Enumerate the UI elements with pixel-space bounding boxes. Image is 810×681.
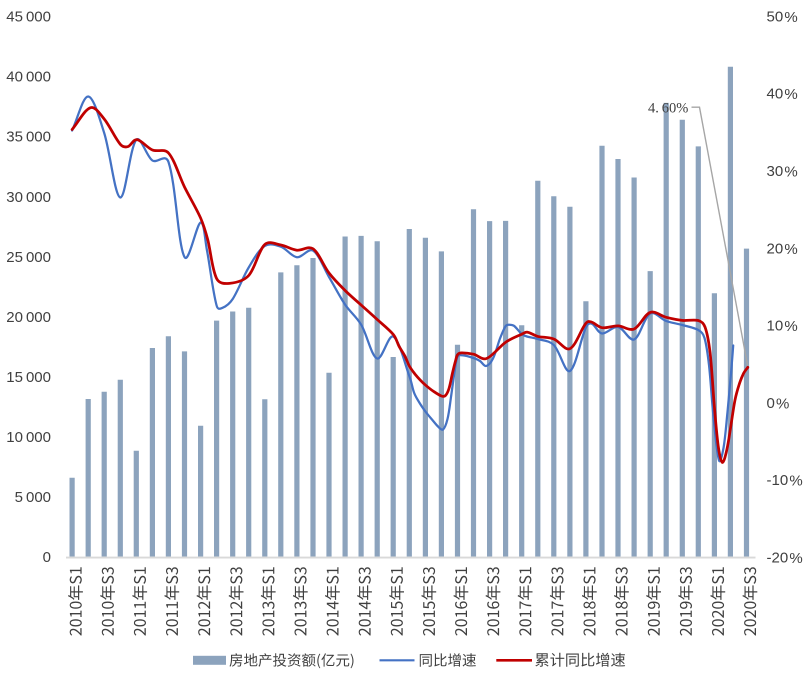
svg-text:15 000: 15 000 xyxy=(6,369,51,386)
svg-text:10%: 10% xyxy=(767,318,798,335)
svg-text:0%: 0% xyxy=(767,395,790,412)
svg-text:35 000: 35 000 xyxy=(6,129,51,146)
svg-text:30 000: 30 000 xyxy=(6,189,51,206)
svg-text:-20%: -20% xyxy=(767,549,803,566)
svg-text:30%: 30% xyxy=(767,163,798,180)
svg-text:4. 60%: 4. 60% xyxy=(648,100,688,116)
svg-text:50%: 50% xyxy=(767,8,798,25)
svg-text:40 000: 40 000 xyxy=(6,69,51,86)
svg-text:45 000: 45 000 xyxy=(6,9,51,26)
svg-text:40%: 40% xyxy=(767,86,798,103)
svg-text:10 000: 10 000 xyxy=(6,429,51,446)
svg-text:25 000: 25 000 xyxy=(6,249,51,266)
svg-text:20%: 20% xyxy=(767,240,798,257)
svg-text:5 000: 5 000 xyxy=(15,489,51,506)
svg-text:20 000: 20 000 xyxy=(6,309,51,326)
svg-text:0: 0 xyxy=(43,549,51,566)
svg-text:-10%: -10% xyxy=(767,472,803,489)
